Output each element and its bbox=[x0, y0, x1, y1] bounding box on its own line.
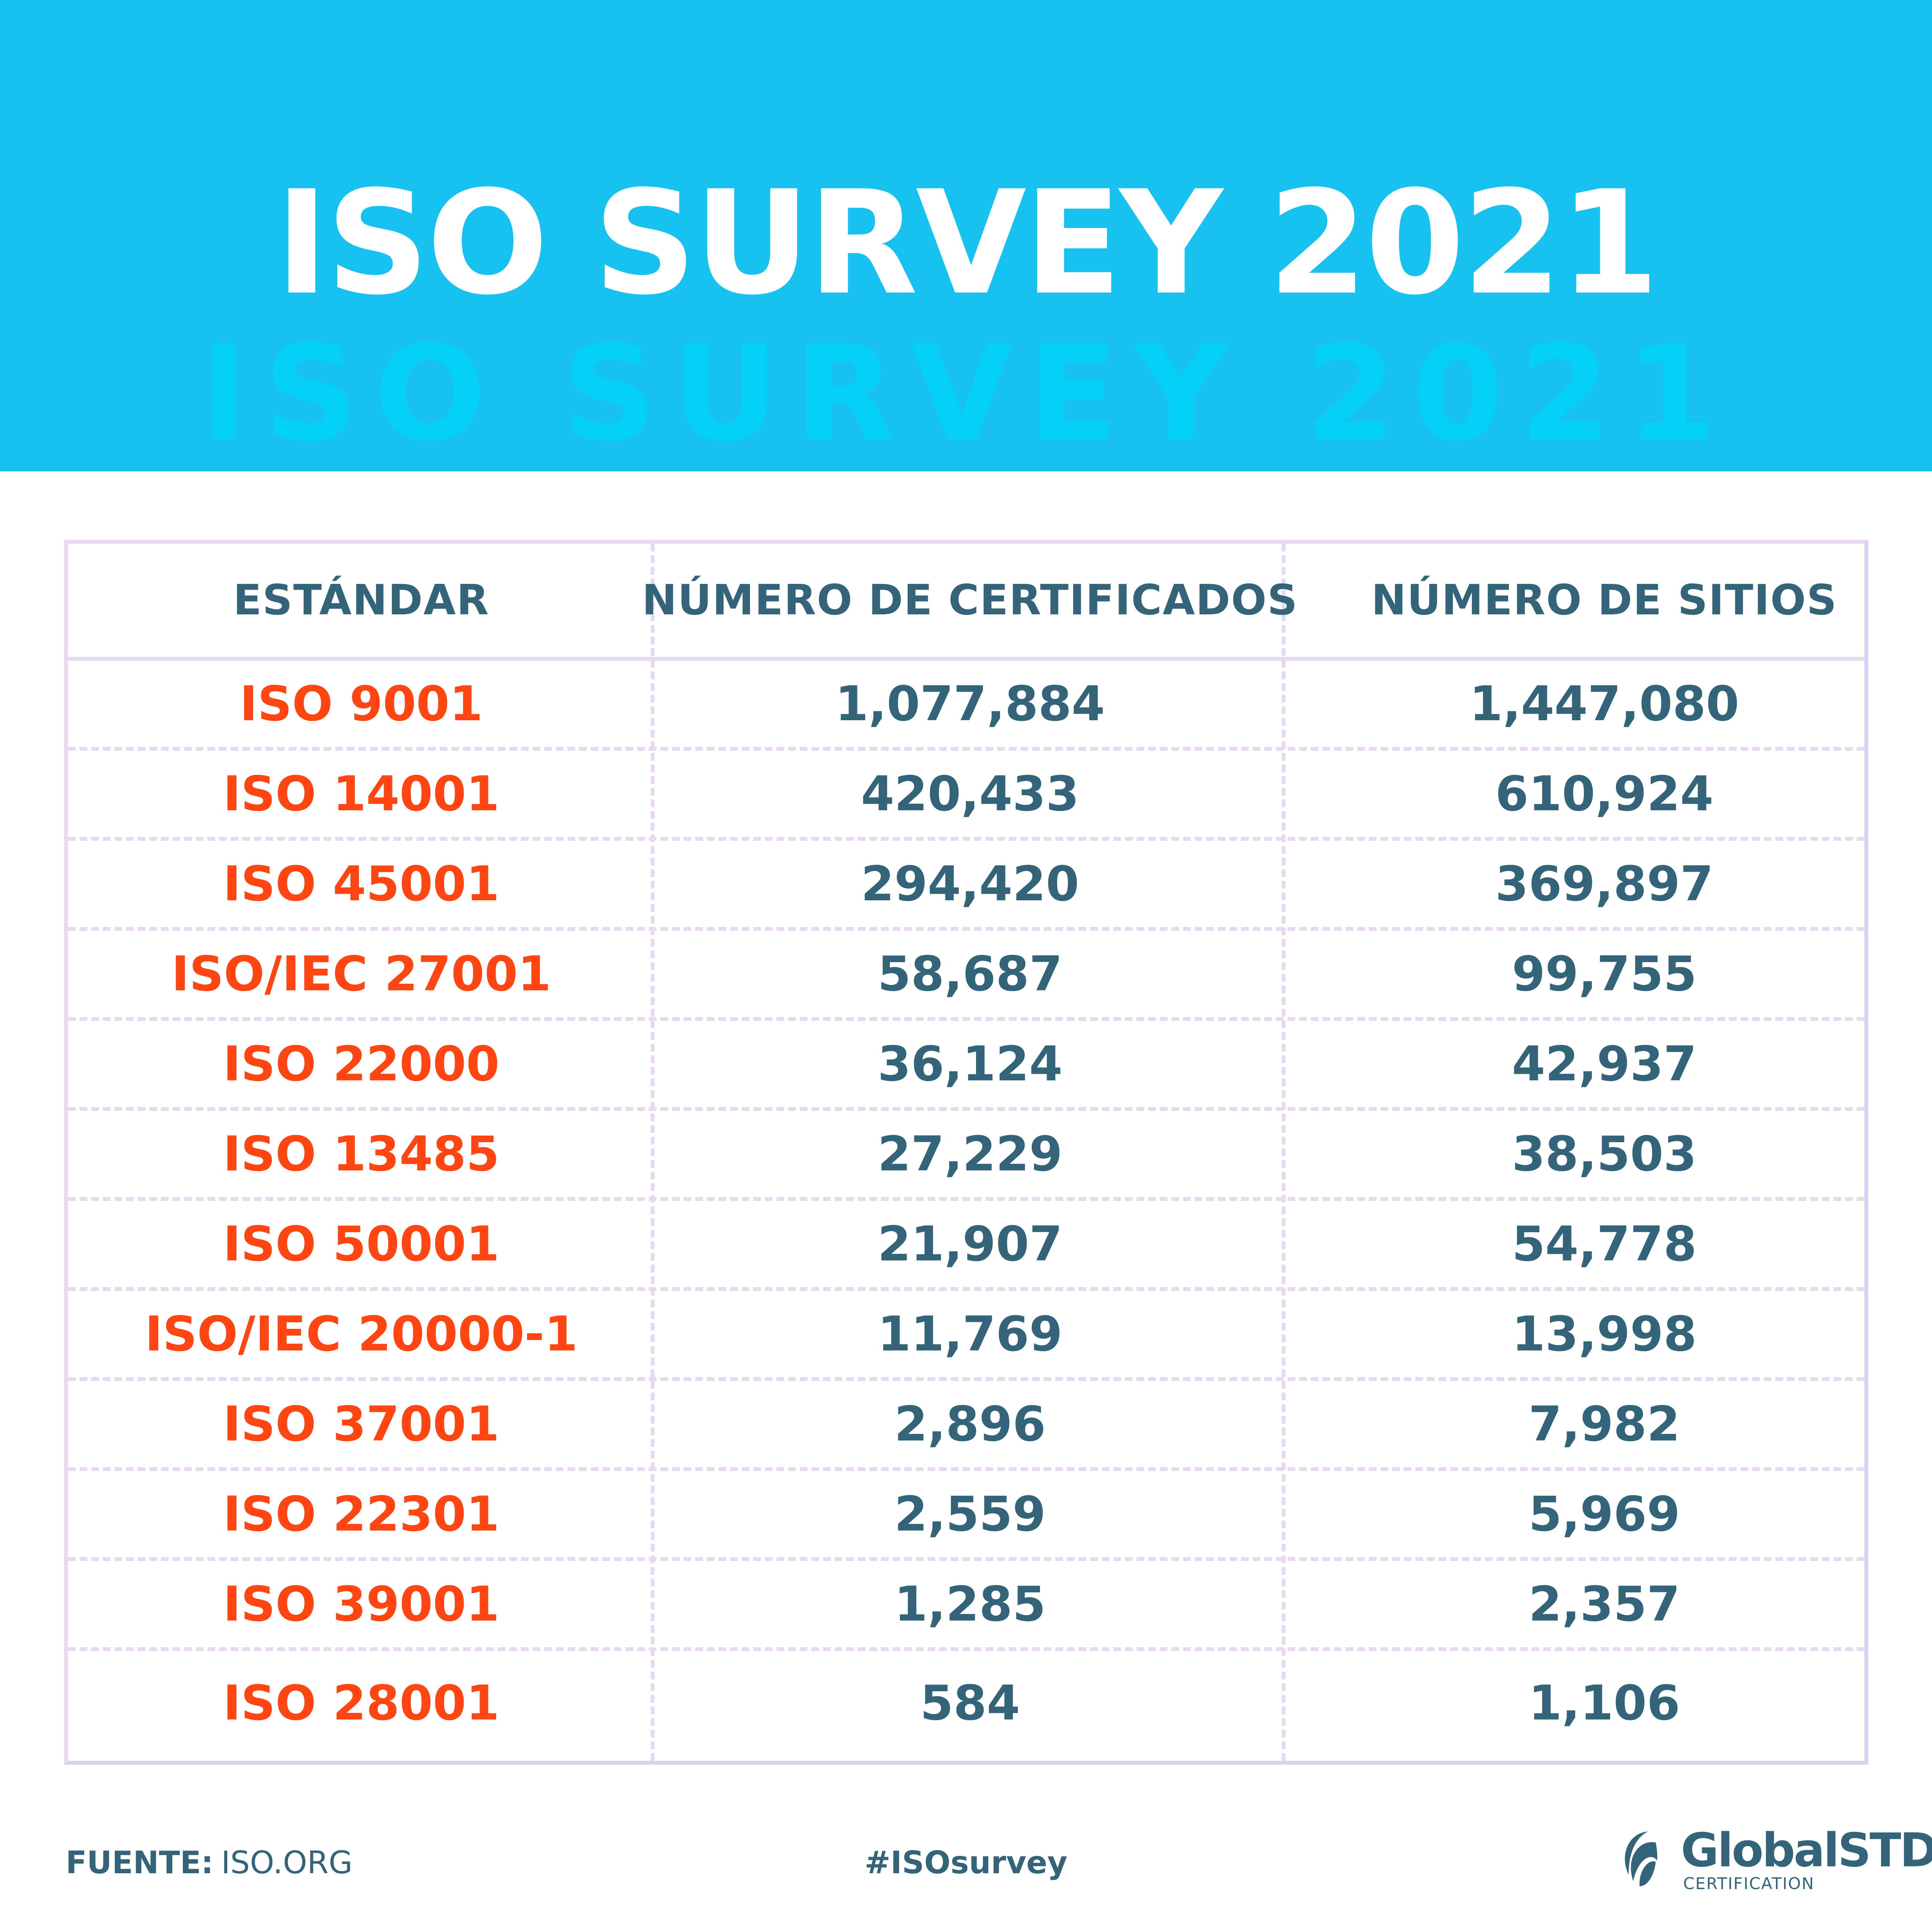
cell-sites: 7,982 bbox=[1528, 1396, 1680, 1452]
cell-standard: ISO 9001 bbox=[240, 676, 483, 732]
hashtag: #ISOsurvey bbox=[864, 1844, 1068, 1881]
cell-standard: ISO 45001 bbox=[223, 856, 500, 912]
cell-certificates: 2,896 bbox=[894, 1396, 1046, 1452]
cell-certificates: 58,687 bbox=[878, 946, 1063, 1002]
cell-sites: 1,106 bbox=[1528, 1675, 1680, 1731]
source-value: ISO.ORG bbox=[221, 1844, 353, 1881]
cell-standard: ISO 14001 bbox=[223, 766, 500, 822]
logo-name: GlobalSTD bbox=[1681, 1824, 1932, 1878]
logo-subtitle: CERTIFICATION bbox=[1683, 1874, 1815, 1893]
column-header-certificates: NÚMERO DE CERTIFICADOS bbox=[642, 576, 1298, 624]
table-row: ISO 37001 2,896 7,982 bbox=[68, 1381, 1864, 1471]
cell-standard: ISO 28001 bbox=[223, 1675, 500, 1731]
cell-certificates: 1,285 bbox=[894, 1576, 1046, 1632]
column-header-standard: ESTÁNDAR bbox=[233, 576, 490, 624]
cell-sites: 42,937 bbox=[1512, 1036, 1697, 1092]
cell-standard: ISO/IEC 20000-1 bbox=[145, 1306, 578, 1362]
cell-certificates: 294,420 bbox=[861, 856, 1079, 912]
cell-standard: ISO 22301 bbox=[223, 1486, 500, 1542]
cell-standard: ISO 13485 bbox=[223, 1126, 500, 1182]
cell-sites: 1,447,080 bbox=[1469, 676, 1740, 732]
globalstd-logo: GlobalSTD® CERTIFICATION bbox=[1615, 1824, 1932, 1893]
table-row: ISO 14001 420,433 610,924 bbox=[68, 751, 1864, 841]
cell-standard: ISO 22000 bbox=[223, 1036, 500, 1092]
table-row: ISO 39001 1,285 2,357 bbox=[68, 1561, 1864, 1651]
cell-standard: ISO 37001 bbox=[223, 1396, 500, 1452]
cell-certificates: 420,433 bbox=[861, 766, 1079, 822]
cell-sites: 610,924 bbox=[1495, 766, 1714, 822]
cell-certificates: 36,124 bbox=[878, 1036, 1063, 1092]
cell-certificates: 584 bbox=[920, 1675, 1020, 1731]
background-title: ISO SURVEY 2021 bbox=[199, 318, 1733, 471]
table-row: ISO/IEC 20000-1 11,769 13,998 bbox=[68, 1291, 1864, 1381]
table-body: ISO 9001 1,077,884 1,447,080 ISO 14001 420,4… bbox=[68, 661, 1864, 1755]
table-header: ESTÁNDAR NÚMERO DE CERTIFICADOS NÚMERO D… bbox=[68, 544, 1864, 661]
cell-certificates: 21,907 bbox=[878, 1216, 1063, 1272]
table-row: ISO 22301 2,559 5,969 bbox=[68, 1471, 1864, 1561]
column-header-sites: NÚMERO DE SITIOS bbox=[1371, 576, 1838, 624]
cell-certificates: 27,229 bbox=[878, 1126, 1063, 1182]
cell-sites: 54,778 bbox=[1512, 1216, 1697, 1272]
cell-sites: 38,503 bbox=[1512, 1126, 1697, 1182]
cell-certificates: 1,077,884 bbox=[835, 676, 1105, 732]
table-row: ISO 9001 1,077,884 1,447,080 bbox=[68, 661, 1864, 751]
cell-sites: 369,897 bbox=[1495, 856, 1714, 912]
cell-sites: 13,998 bbox=[1512, 1306, 1697, 1362]
source-note: FUENTE: ISO.ORG bbox=[66, 1835, 353, 1889]
cell-sites: 5,969 bbox=[1528, 1486, 1680, 1542]
table-row: ISO 45001 294,420 369,897 bbox=[68, 841, 1864, 931]
cell-standard: ISO 50001 bbox=[223, 1216, 500, 1272]
table-row: ISO/IEC 27001 58,687 99,755 bbox=[68, 931, 1864, 1021]
table-row: ISO 50001 21,907 54,778 bbox=[68, 1201, 1864, 1291]
table-row: ISO 22000 36,124 42,937 bbox=[68, 1021, 1864, 1111]
page-title: ISO SURVEY 2021 bbox=[275, 160, 1659, 327]
header-banner: ISO SURVEY 2021 ISO SURVEY 2021 bbox=[0, 0, 1932, 471]
cell-standard: ISO 39001 bbox=[223, 1576, 500, 1632]
table-row: ISO 13485 27,229 38,503 bbox=[68, 1111, 1864, 1201]
source-label: FUENTE: bbox=[66, 1844, 214, 1881]
survey-table: ESTÁNDAR NÚMERO DE CERTIFICADOS NÚMERO D… bbox=[64, 540, 1868, 1765]
cell-certificates: 2,559 bbox=[894, 1486, 1046, 1542]
table-row: ISO 28001 584 1,106 bbox=[68, 1651, 1864, 1755]
column-divider bbox=[651, 544, 655, 1761]
column-divider bbox=[1282, 544, 1286, 1761]
cell-standard: ISO/IEC 27001 bbox=[171, 946, 551, 1002]
cell-sites: 99,755 bbox=[1512, 946, 1697, 1002]
cell-sites: 2,357 bbox=[1528, 1576, 1680, 1632]
cell-certificates: 11,769 bbox=[878, 1306, 1063, 1362]
logo-mark-icon bbox=[1625, 1831, 1657, 1886]
